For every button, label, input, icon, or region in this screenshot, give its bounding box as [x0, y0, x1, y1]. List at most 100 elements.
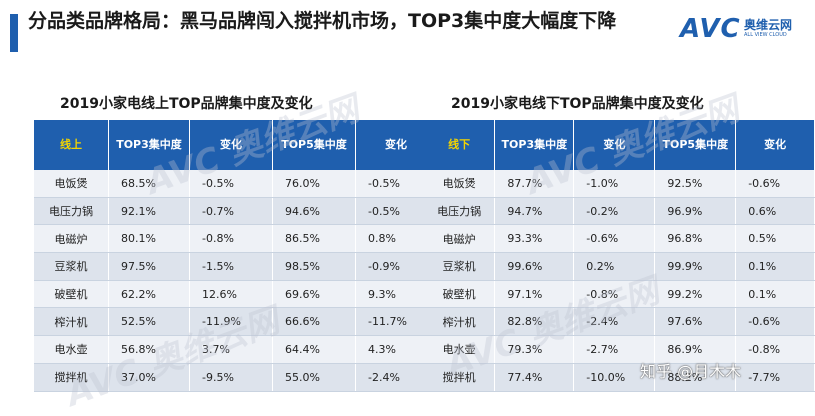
value-cell: 12.6%: [189, 280, 273, 309]
table-row: 破壁机 62.2% 12.6% 69.6% 9.3%: [34, 280, 437, 309]
value-cell: 99.2%: [654, 280, 737, 309]
value-cell: 0.1%: [735, 280, 815, 309]
header-top5-change: 变化: [355, 120, 437, 170]
category-cell: 破壁机: [34, 280, 109, 309]
category-cell: 豆浆机: [34, 252, 109, 281]
table-row: 榨汁机 52.5% -11.9% 66.6% -11.7%: [34, 307, 437, 337]
category-cell: 电饭煲: [34, 170, 109, 198]
table-row: 电磁炉 93.3% -0.6% 96.8% 0.5%: [424, 224, 815, 254]
table-row: 电磁炉 80.1% -0.8% 86.5% 0.8%: [34, 224, 437, 254]
value-cell: 9.3%: [355, 280, 437, 309]
header-channel: 线上: [34, 120, 109, 170]
value-cell: 66.6%: [272, 307, 356, 337]
value-cell: 92.5%: [654, 170, 737, 198]
category-cell: 电水壶: [34, 335, 109, 364]
value-cell: 97.6%: [654, 307, 737, 337]
category-cell: 电饭煲: [424, 170, 496, 198]
value-cell: 55.0%: [272, 363, 356, 392]
value-cell: 68.5%: [108, 170, 190, 198]
value-cell: 88.2%: [654, 363, 737, 392]
header-top3: TOP3集中度: [108, 120, 190, 170]
logo-en-text: ALL VIEW CLOUD: [744, 32, 787, 38]
header-top3-change: 变化: [189, 120, 273, 170]
slide-title: 分品类品牌格局：黑马品牌闯入搅拌机市场，TOP3集中度大幅度下降: [28, 10, 617, 32]
header-top5: TOP5集中度: [654, 120, 737, 170]
value-cell: 98.5%: [272, 252, 356, 281]
value-cell: 37.0%: [108, 363, 190, 392]
value-cell: 56.8%: [108, 335, 190, 364]
value-cell: 52.5%: [108, 307, 190, 337]
category-cell: 电压力锅: [424, 197, 496, 226]
value-cell: -0.6%: [573, 224, 656, 254]
value-cell: -2.7%: [573, 335, 656, 364]
category-cell: 搅拌机: [424, 363, 496, 392]
value-cell: 79.3%: [494, 335, 575, 364]
value-cell: -0.6%: [735, 307, 815, 337]
category-cell: 电压力锅: [34, 197, 109, 226]
value-cell: 96.8%: [654, 224, 737, 254]
value-cell: 76.0%: [272, 170, 356, 198]
offline-concentration-table: 线下 TOP3集中度 变化 TOP5集中度 变化 电饭煲 87.7% -1.0% 92…: [424, 120, 815, 392]
table-row: 榨汁机 82.8% -2.4% 97.6% -0.6%: [424, 307, 815, 337]
avc-logo: AVC 奥维云网 ALL VIEW CLOUD: [680, 14, 800, 48]
value-cell: 96.9%: [654, 197, 737, 226]
zhihu-credit: 知乎 @月木木: [640, 362, 742, 381]
header-top3: TOP3集中度: [494, 120, 575, 170]
table-row: 破壁机 97.1% -0.8% 99.2% 0.1%: [424, 280, 815, 309]
table-row: 电压力锅 92.1% -0.7% 94.6% -0.5%: [34, 197, 437, 226]
value-cell: -10.0%: [573, 363, 656, 392]
value-cell: 99.6%: [494, 252, 575, 281]
value-cell: 0.6%: [735, 197, 815, 226]
value-cell: -0.2%: [573, 197, 656, 226]
table-header-row: 线下 TOP3集中度 变化 TOP5集中度 变化: [424, 120, 815, 170]
value-cell: 86.5%: [272, 224, 356, 254]
logo-cn-text: 奥维云网: [744, 18, 793, 32]
value-cell: 97.1%: [494, 280, 575, 309]
table-row: 电饭煲 68.5% -0.5% 76.0% -0.5%: [34, 170, 437, 198]
value-cell: 64.4%: [272, 335, 356, 364]
value-cell: -1.5%: [189, 252, 273, 281]
header-channel: 线下: [424, 120, 496, 170]
logo-mark: AVC: [680, 14, 741, 44]
value-cell: 0.5%: [735, 224, 815, 254]
value-cell: -0.9%: [355, 252, 437, 281]
value-cell: 69.6%: [272, 280, 356, 309]
value-cell: 87.7%: [494, 170, 575, 198]
category-cell: 豆浆机: [424, 252, 496, 281]
value-cell: -0.8%: [735, 335, 815, 364]
value-cell: 0.2%: [573, 252, 656, 281]
table-row: 豆浆机 97.5% -1.5% 98.5% -0.9%: [34, 252, 437, 281]
category-cell: 榨汁机: [424, 307, 496, 337]
title-accent-bar: [10, 14, 18, 52]
table-row: 豆浆机 99.6% 0.2% 99.9% 0.1%: [424, 252, 815, 281]
value-cell: -0.6%: [735, 170, 815, 198]
value-cell: 62.2%: [108, 280, 190, 309]
value-cell: 3.7%: [189, 335, 273, 364]
table-row: 搅拌机 77.4% -10.0% 88.2% -7.7%: [424, 363, 815, 392]
value-cell: 80.1%: [108, 224, 190, 254]
value-cell: -0.7%: [189, 197, 273, 226]
header-top5: TOP5集中度: [272, 120, 356, 170]
value-cell: -2.4%: [573, 307, 656, 337]
online-concentration-table: 线上 TOP3集中度 变化 TOP5集中度 变化 电饭煲 68.5% -0.5% 76…: [34, 120, 437, 392]
value-cell: -0.5%: [355, 197, 437, 226]
value-cell: 82.8%: [494, 307, 575, 337]
value-cell: 4.3%: [355, 335, 437, 364]
value-cell: -11.7%: [355, 307, 437, 337]
header-top5-change: 变化: [735, 120, 815, 170]
value-cell: 0.1%: [735, 252, 815, 281]
value-cell: 77.4%: [494, 363, 575, 392]
offline-table-title: 2019小家电线下TOP品牌集中度及变化: [451, 96, 704, 112]
value-cell: -7.7%: [735, 363, 815, 392]
value-cell: -11.9%: [189, 307, 273, 337]
value-cell: 99.9%: [654, 252, 737, 281]
table-row: 搅拌机 37.0% -9.5% 55.0% -2.4%: [34, 363, 437, 392]
category-cell: 电磁炉: [34, 224, 109, 254]
category-cell: 破壁机: [424, 280, 496, 309]
category-cell: 搅拌机: [34, 363, 109, 392]
value-cell: 86.9%: [654, 335, 737, 364]
value-cell: 94.7%: [494, 197, 575, 226]
category-cell: 榨汁机: [34, 307, 109, 337]
value-cell: 94.6%: [272, 197, 356, 226]
category-cell: 电磁炉: [424, 224, 496, 254]
